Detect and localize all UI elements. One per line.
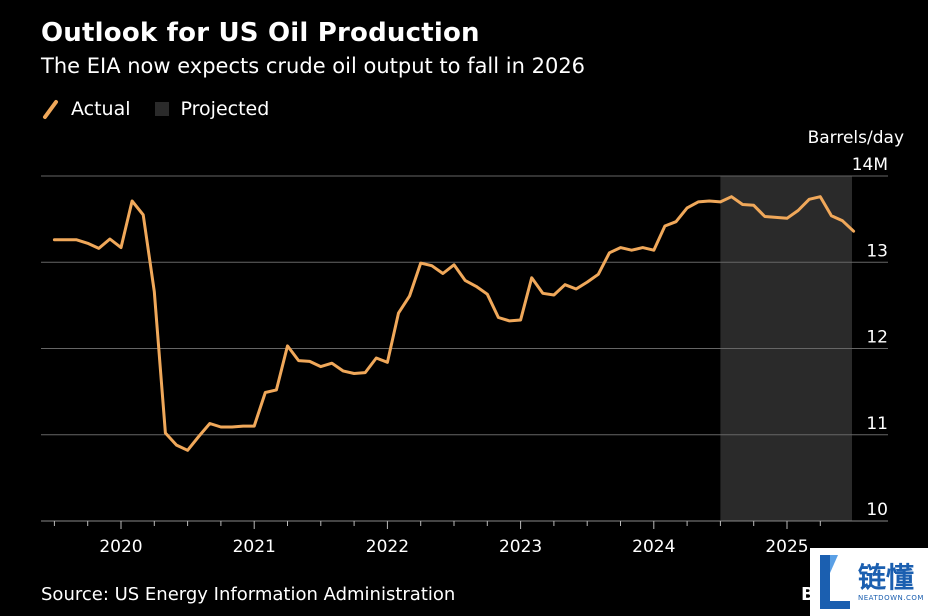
y-tick-label-layer: 10 11 12 13 14M — [852, 155, 888, 520]
chart-title: Outlook for US Oil Production — [41, 18, 480, 48]
legend-actual-swatch — [43, 100, 58, 119]
x-tick-label-2024: 2024 — [632, 537, 675, 557]
y-tick-label-12: 12 — [866, 328, 888, 348]
series-layer — [52, 195, 856, 452]
x-tick-label-2021: 2021 — [233, 537, 276, 557]
y-tick-label-13: 13 — [866, 241, 888, 261]
watermark-cn-text: 链懂 — [858, 561, 915, 594]
legend-projected-swatch — [154, 102, 169, 116]
legend-projected-label: Projected — [180, 98, 270, 120]
legend-item-projected: Projected — [154, 98, 270, 120]
chart-subtitle: The EIA now expects crude oil output to … — [41, 54, 586, 78]
gridline-layer — [41, 175, 888, 522]
x-tick-layer: 2020 2021 2022 2023 2024 2025 — [53, 521, 821, 557]
legend-item-actual: Actual — [41, 98, 131, 120]
source-note: Source: US Energy Information Administra… — [41, 584, 456, 605]
legend: Actual Projected — [41, 98, 293, 120]
watermark: 链懂 NEATDOWN.COM — [810, 548, 928, 616]
x-tick-label-2023: 2023 — [499, 537, 542, 557]
x-tick-label-2020: 2020 — [99, 537, 142, 557]
x-tick-label-2022: 2022 — [366, 537, 409, 557]
neatdown-logo-icon — [820, 555, 850, 609]
y-tick-label-14: 14M — [852, 155, 888, 175]
y-tick-label-10: 10 — [866, 500, 888, 520]
y-axis-label: Barrels/day — [808, 128, 904, 148]
y-tick-label-11: 11 — [866, 414, 888, 434]
legend-actual-label: Actual — [71, 98, 131, 120]
x-tick-label-2025: 2025 — [765, 537, 808, 557]
watermark-en-text: NEATDOWN.COM — [858, 594, 924, 602]
